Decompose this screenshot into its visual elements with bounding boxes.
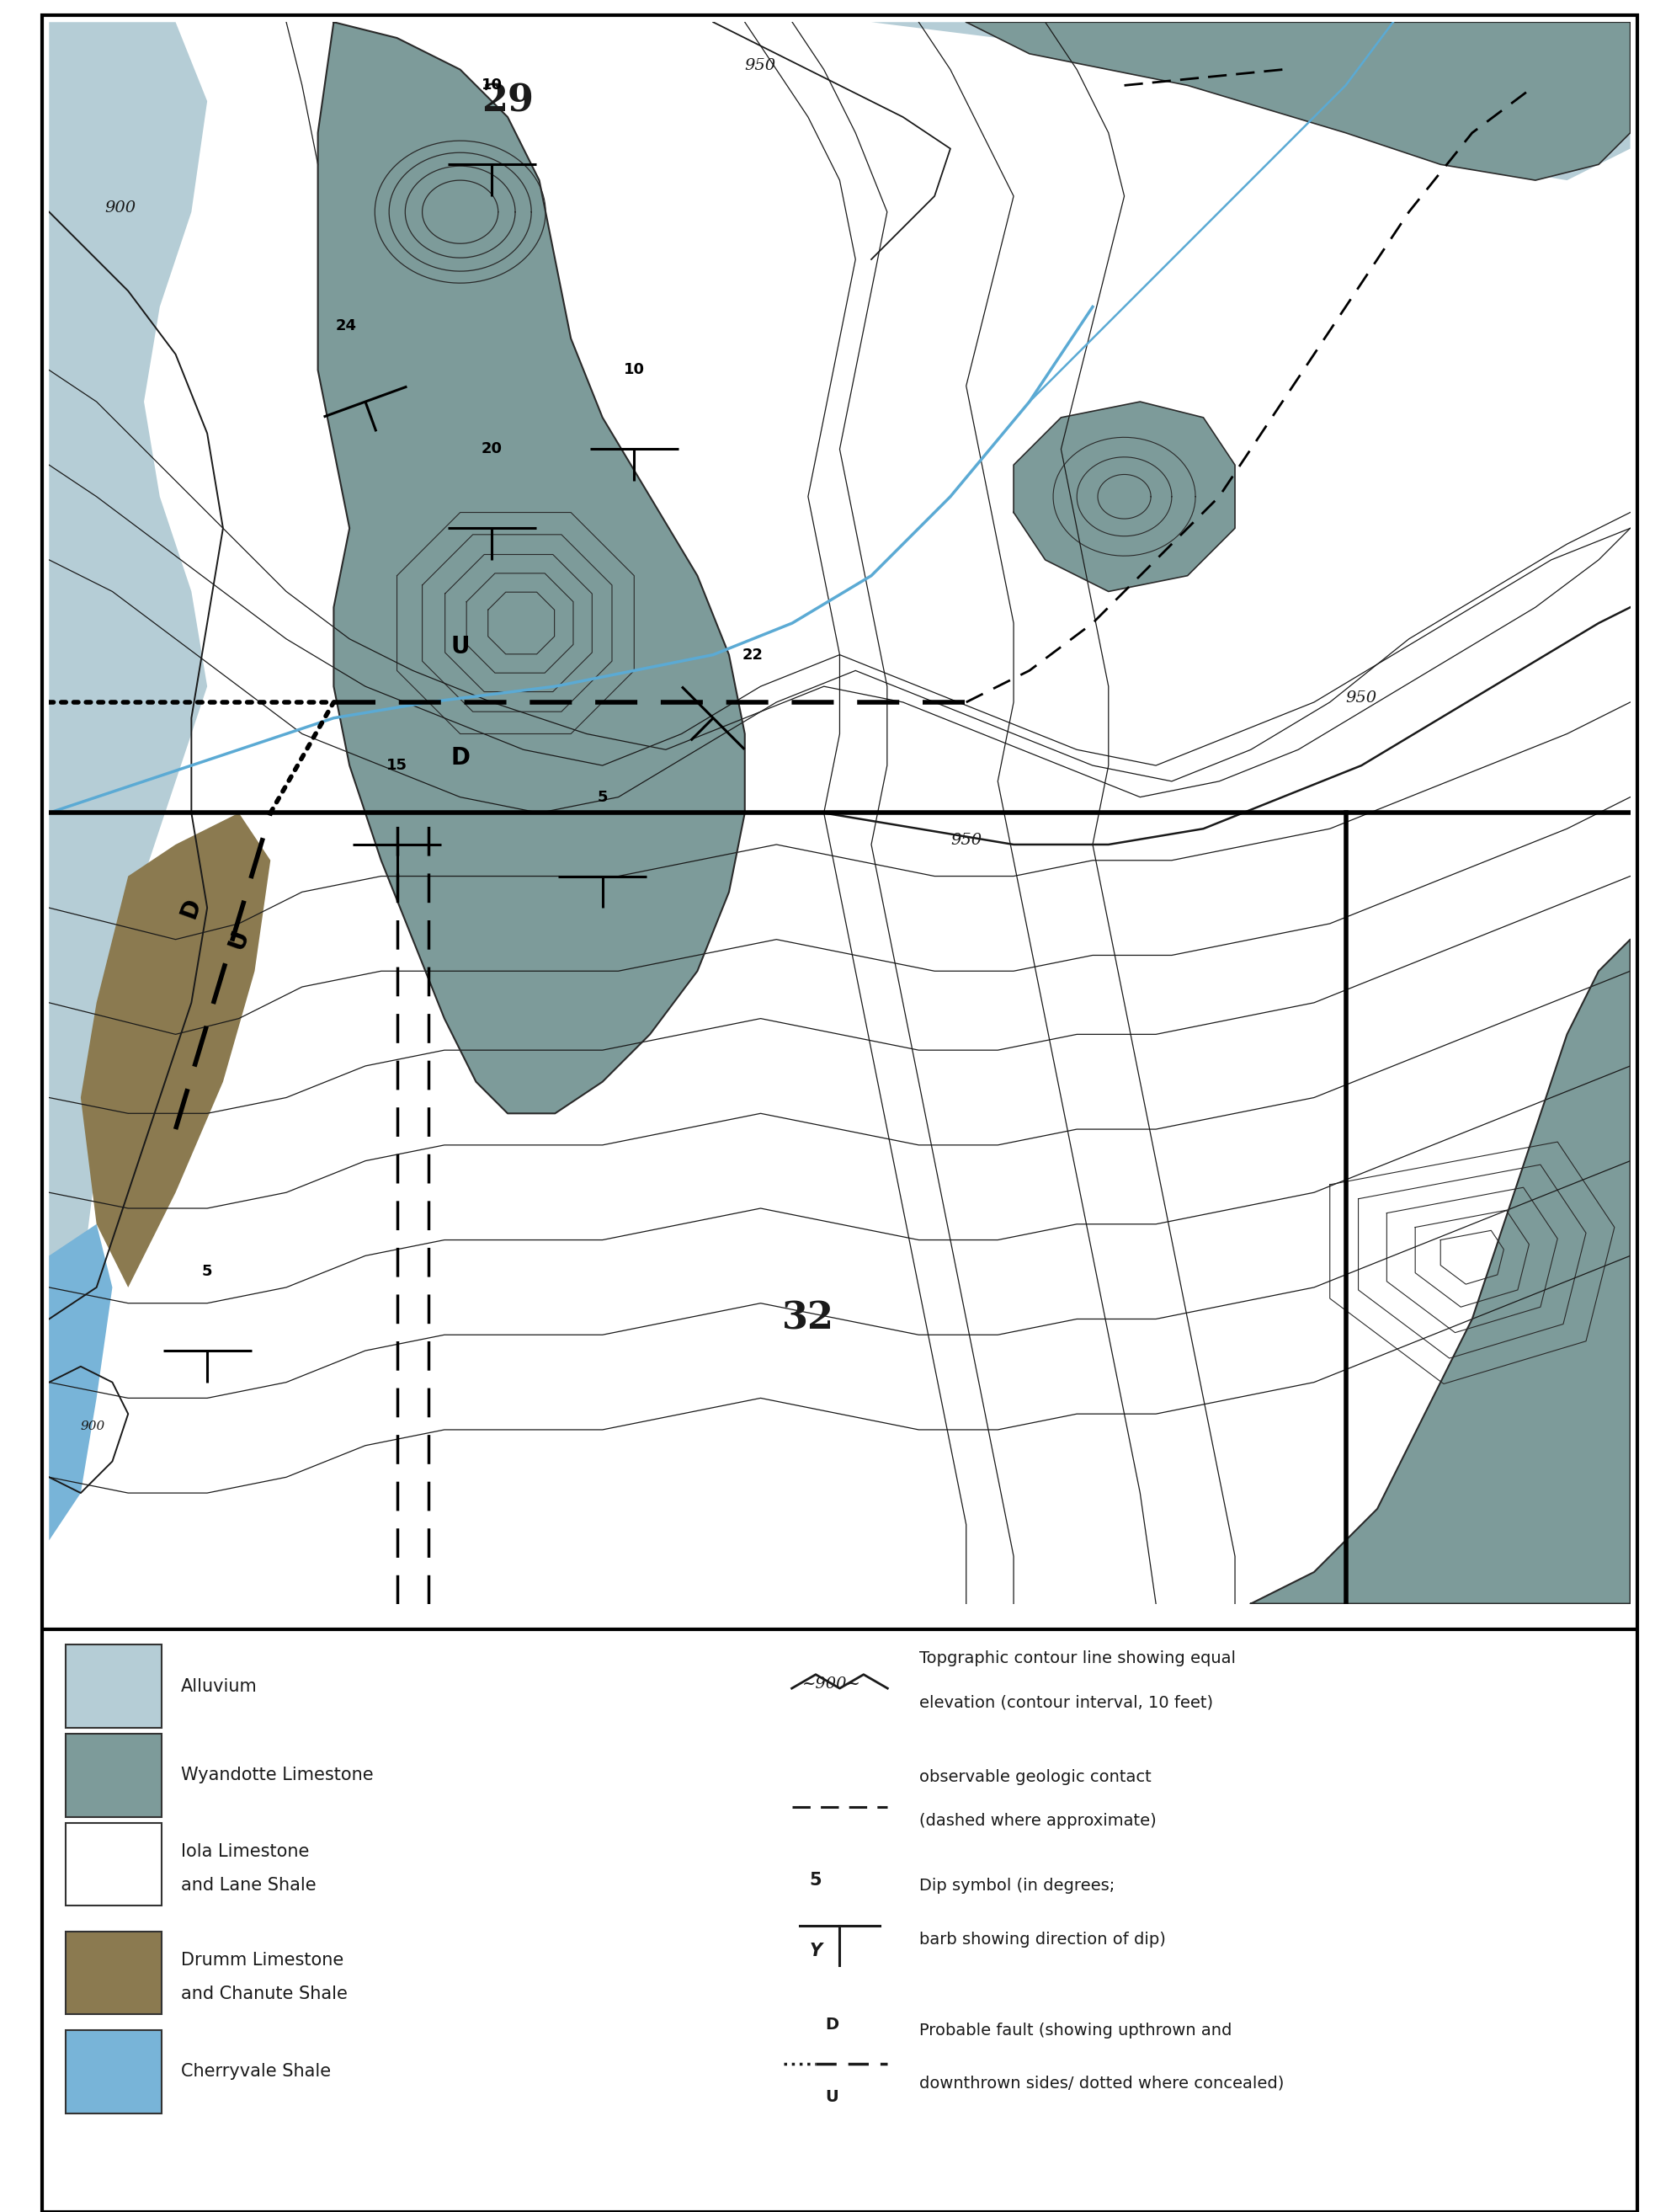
Text: D: D: [177, 894, 206, 920]
Polygon shape: [80, 814, 271, 1287]
Text: 950: 950: [745, 58, 775, 73]
Polygon shape: [1014, 403, 1235, 591]
Polygon shape: [48, 1223, 112, 1540]
FancyBboxPatch shape: [65, 1646, 162, 1728]
Text: Probable fault (showing upthrown and: Probable fault (showing upthrown and: [919, 2022, 1232, 2037]
Text: 5: 5: [202, 1263, 212, 1279]
Text: Topgraphic contour line showing equal: Topgraphic contour line showing equal: [919, 1650, 1237, 1666]
Text: ~900~: ~900~: [802, 1677, 861, 1692]
Text: 15: 15: [386, 759, 408, 772]
Text: U: U: [825, 2090, 839, 2106]
Text: D: D: [451, 745, 470, 770]
Text: Cherryvale Shale: Cherryvale Shale: [180, 2064, 331, 2079]
Polygon shape: [1252, 940, 1631, 1604]
Text: 10: 10: [623, 363, 645, 378]
Text: 24: 24: [336, 319, 358, 334]
Text: 22: 22: [742, 648, 764, 664]
Text: and Lane Shale: and Lane Shale: [180, 1876, 316, 1893]
Text: Wyandotte Limestone: Wyandotte Limestone: [180, 1767, 373, 1783]
Text: and Chanute Shale: and Chanute Shale: [180, 1984, 348, 2002]
Text: 29: 29: [481, 84, 533, 119]
Text: Iola Limestone: Iola Limestone: [180, 1843, 309, 1860]
Text: observable geologic contact: observable geologic contact: [919, 1770, 1151, 1785]
Text: U: U: [451, 635, 470, 659]
FancyBboxPatch shape: [65, 1931, 162, 2015]
Text: elevation (contour interval, 10 feet): elevation (contour interval, 10 feet): [919, 1694, 1213, 1710]
Polygon shape: [871, 22, 1631, 179]
Polygon shape: [48, 22, 207, 1604]
Text: downthrown sides/ dotted where concealed): downthrown sides/ dotted where concealed…: [919, 2075, 1285, 2093]
Text: 900: 900: [80, 1420, 105, 1431]
Text: (dashed where approximate): (dashed where approximate): [919, 1814, 1156, 1829]
Polygon shape: [317, 22, 745, 1113]
Text: 20: 20: [481, 442, 503, 456]
Text: D: D: [825, 2017, 839, 2033]
Text: barb showing direction of dip): barb showing direction of dip): [919, 1931, 1166, 1947]
FancyBboxPatch shape: [65, 2031, 162, 2112]
Text: 5: 5: [597, 790, 608, 805]
Text: Drumm Limestone: Drumm Limestone: [180, 1951, 343, 1969]
Text: 950: 950: [951, 832, 981, 847]
Text: 32: 32: [782, 1301, 834, 1336]
FancyBboxPatch shape: [65, 1734, 162, 1816]
Text: Dip symbol (in degrees;: Dip symbol (in degrees;: [919, 1878, 1115, 1893]
Text: 900: 900: [104, 199, 135, 215]
Text: 5: 5: [809, 1871, 822, 1889]
Polygon shape: [966, 22, 1631, 179]
FancyBboxPatch shape: [65, 1823, 162, 1907]
Text: 10: 10: [481, 77, 503, 93]
Text: U: U: [224, 927, 252, 953]
Text: Y: Y: [809, 1942, 822, 1960]
Text: 950: 950: [1345, 690, 1377, 706]
Text: Alluvium: Alluvium: [180, 1679, 257, 1694]
